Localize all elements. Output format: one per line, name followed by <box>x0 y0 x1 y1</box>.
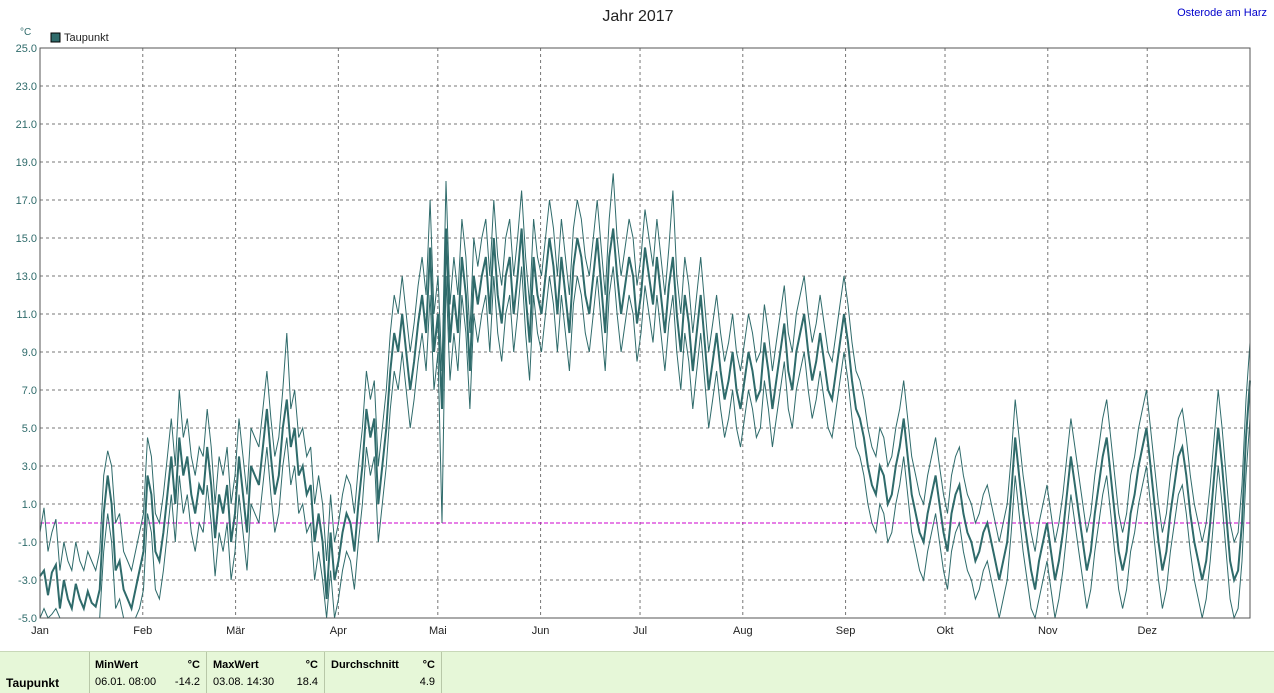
y-tick-label: 1.0 <box>22 499 37 511</box>
legend-label: Taupunkt <box>64 32 109 44</box>
y-tick-label: -1.0 <box>18 537 37 549</box>
x-tick-label: Mai <box>429 625 447 637</box>
min-header: MinWert <box>95 659 139 671</box>
x-tick-label: Feb <box>133 625 152 637</box>
x-tick-label: Mär <box>226 625 245 637</box>
grid <box>40 48 1250 618</box>
plot-frame <box>39 47 1251 619</box>
x-tick-label: Jun <box>532 625 550 637</box>
max-unit: °C <box>305 659 318 671</box>
y-tick-label: 11.0 <box>16 309 37 321</box>
series-mean <box>39 228 1251 613</box>
chart: Jahr 2017 Osterode am Harz °C Taupunkt 2… <box>16 7 1267 637</box>
max-datetime: 03.08. 14:30 <box>213 676 275 688</box>
y-tick-label: 3.0 <box>22 461 37 473</box>
x-tick-label: Dez <box>1137 625 1157 637</box>
y-tick-label: 25.0 <box>16 43 37 55</box>
chart-title: Jahr 2017 <box>602 8 673 25</box>
y-tick-label: 13.0 <box>16 271 37 283</box>
x-tick-label: Aug <box>733 625 753 637</box>
legend-swatch <box>50 32 61 43</box>
series-band-lower <box>39 266 1251 620</box>
x-tick-label: Okt <box>936 625 953 637</box>
avg-value: 4.9 <box>419 676 435 688</box>
y-tick-label: -3.0 <box>18 575 37 587</box>
max-value: 18.4 <box>296 676 318 688</box>
y-tick-label: 5.0 <box>22 423 37 435</box>
x-tick-label: Jan <box>31 625 49 637</box>
y-tick-label: 19.0 <box>16 157 37 169</box>
stats-min-cell: MinWert °C 06.01. 08:00 -14.2 <box>89 652 206 693</box>
avg-header: Durchschnitt <box>331 659 399 671</box>
min-unit: °C <box>187 659 200 671</box>
y-tick-label: 15.0 <box>16 233 37 245</box>
y-tick-label: 9.0 <box>22 347 37 359</box>
y-tick-label: 7.0 <box>22 385 37 397</box>
stats-avg-cell: Durchschnitt °C 4.9 <box>324 652 442 693</box>
series-layer <box>39 173 1251 620</box>
series-band-upper <box>39 173 1251 573</box>
stats-max-cell: MaxWert °C 03.08. 14:30 18.4 <box>206 652 324 693</box>
stats-row-label: Taupunkt <box>6 676 60 690</box>
min-value: -14.2 <box>174 676 200 688</box>
y-tick-label: 17.0 <box>16 195 37 207</box>
x-tick-label: Nov <box>1038 625 1058 637</box>
axis-labels: 25.0 23.0 21.0 19.0 17.0 15.0 13.0 11.0 9.0 7.0 5.… <box>16 43 1157 637</box>
max-header: MaxWert <box>213 659 259 671</box>
y-tick-label: 23.0 <box>16 81 37 93</box>
x-tick-label: Apr <box>330 625 347 637</box>
y-unit-label: °C <box>20 27 31 38</box>
x-tick-label: Sep <box>836 625 856 637</box>
min-datetime: 06.01. 08:00 <box>95 676 157 688</box>
station-name: Osterode am Harz <box>1177 7 1267 19</box>
x-tick-label: Jul <box>633 625 647 637</box>
y-tick-label: 21.0 <box>16 119 37 131</box>
stats-bar: Taupunkt MinWert °C 06.01. 08:00 -14.2 M… <box>0 651 1274 693</box>
y-tick-label: -5.0 <box>18 613 37 625</box>
avg-unit: °C <box>422 659 435 671</box>
